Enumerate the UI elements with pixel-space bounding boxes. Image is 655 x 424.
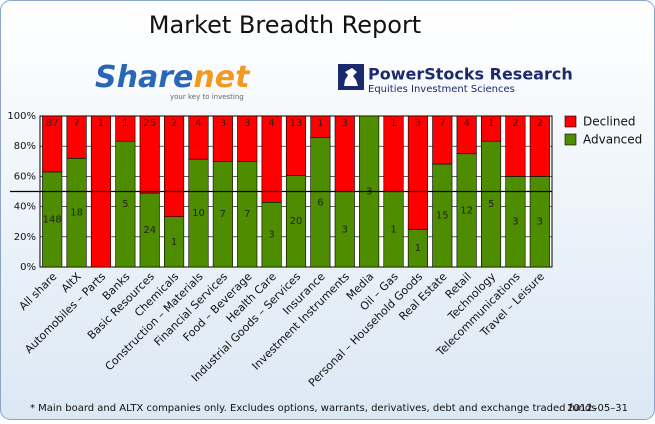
data-label: 3 [244,118,250,129]
data-label: 1 [390,224,396,235]
data-label: 4 [463,118,469,129]
data-label: 3 [512,217,518,228]
legend-label: Advanced [583,133,642,147]
data-label: 87 [46,118,59,129]
data-label: 15 [436,211,449,222]
bar-segment [261,115,282,203]
data-label: 5 [122,199,128,210]
bar-segment [456,115,477,155]
y-tick-label: 80% [14,141,36,152]
data-label: 7 [73,118,79,129]
data-label: 3 [220,118,226,129]
data-label: 18 [70,208,83,219]
data-label: 6 [317,197,323,208]
bar-segment [212,115,233,162]
data-label: 3 [342,118,348,129]
date: 2012–05–31 [567,403,628,414]
bar-segment [66,115,87,159]
data-label: 1 [390,118,396,129]
legend-swatch [564,133,577,146]
bar-segment [407,115,428,230]
data-label: 24 [143,225,156,236]
data-label: 5 [488,199,494,210]
data-label: 3 [537,217,543,228]
logo-sharenet: Sharenet [95,60,251,95]
data-label: 4 [195,118,201,129]
bar-segment [480,115,502,142]
data-label: 7 [439,118,445,129]
bar-segment [42,115,63,173]
data-label: 148 [43,214,62,225]
chart-title: Market Breadth Report [149,11,421,39]
bar-segment [285,115,307,176]
bar-segment [164,115,185,217]
bar-segment [505,115,526,177]
y-tick-label: 20% [14,232,36,243]
footnote: * Main board and ALTX companies only. Ex… [30,403,596,414]
bar-segment [237,115,258,162]
data-label: 1 [488,118,494,129]
data-label: 7 [244,209,250,220]
data-label: 1 [171,237,177,248]
bar-segment [188,115,209,160]
logo-part: Share [95,60,193,95]
data-label: 1 [122,118,128,129]
logo-knight [344,68,358,86]
data-label: 1 [317,118,323,129]
bar-segment [115,115,136,142]
logo-part: net [193,60,251,95]
logo-tagline: Equities Investment Sciences [368,84,515,95]
data-label: 3 [268,230,274,241]
y-tick-label: 40% [14,202,36,213]
data-label: 4 [268,118,274,129]
data-label: 20 [290,216,303,227]
data-label: 13 [290,118,303,129]
data-label: 1 [98,118,104,129]
bar-segment [310,115,331,138]
y-tick-label: 60% [14,171,36,182]
logo-powerstocks: PowerStocks Research [368,65,573,84]
data-label: 3 [342,224,348,235]
data-label: 2 [512,118,518,129]
data-label: 2 [171,118,177,129]
legend-swatch [564,115,577,128]
y-tick-label: 0% [20,262,36,273]
data-label: 12 [460,205,473,216]
bar-segment [529,115,550,177]
data-label: 25 [143,118,156,129]
logo-tagline: your key to investing [170,93,244,101]
legend-label: Declined [583,115,636,129]
bar-segment [432,115,453,165]
data-label: 1 [415,243,421,254]
data-label: 3 [415,118,421,129]
data-label: 2 [537,118,543,129]
data-label: 10 [192,208,205,219]
y-tick-label: 100% [7,111,36,122]
data-label: 7 [220,209,226,220]
bar-segment [139,115,160,194]
